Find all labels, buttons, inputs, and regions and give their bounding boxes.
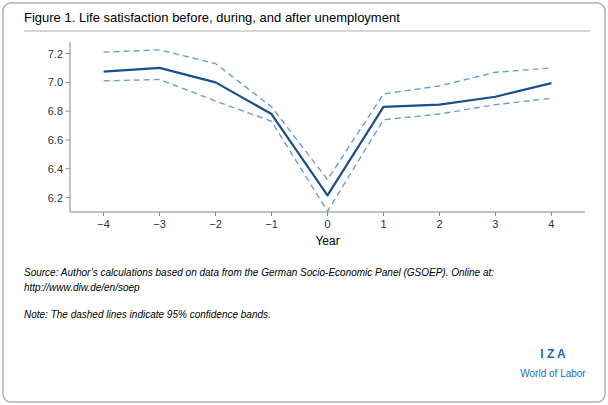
x-tick-label: −2 xyxy=(209,218,222,230)
title-rule xyxy=(24,31,590,32)
axes: −4 −3 −2 −1 0 1 2 3 4 6.2 6.4 6.6 6.8 7.0 7.2 xyxy=(48,42,585,230)
x-tick xyxy=(327,212,328,216)
y-tick-label: 6.4 xyxy=(48,163,63,175)
x-tick xyxy=(215,212,216,216)
x-tick-label: 3 xyxy=(492,218,498,230)
note: Note: The dashed lines indicate 95% conf… xyxy=(24,309,271,320)
y-tick xyxy=(66,168,70,169)
title: Figure 1. Life satisfaction before, duri… xyxy=(24,10,400,25)
x-tick-label: 0 xyxy=(324,218,330,230)
publisher-sub: World of Labor xyxy=(520,368,586,379)
chart: Figure 1. Life satisfaction before, duri… xyxy=(0,0,608,405)
source-url: http://www.diw.de/en/soep xyxy=(24,282,140,293)
main-line xyxy=(104,68,552,196)
publisher: I Z A xyxy=(540,347,566,361)
y-tick xyxy=(66,82,70,83)
x-tick-label: 1 xyxy=(380,218,386,230)
x-tick-label: −1 xyxy=(265,218,278,230)
y-tick xyxy=(66,197,70,198)
y-tick xyxy=(66,139,70,140)
x-tick-label: 4 xyxy=(548,218,554,230)
y-tick-label: 6.6 xyxy=(48,134,63,146)
border xyxy=(3,3,605,402)
y-tick xyxy=(66,53,70,54)
x-tick xyxy=(439,212,440,216)
x-tick xyxy=(103,212,104,216)
source: Source: Author’s calculations based on d… xyxy=(24,267,494,278)
x-tick-label: −4 xyxy=(97,218,110,230)
y-axis-line xyxy=(70,42,71,212)
y-tick-label: 7.2 xyxy=(48,48,63,60)
y-tick-label: 7.0 xyxy=(48,76,63,88)
y-tick-label: 6.8 xyxy=(48,105,63,117)
x-axis-label: Year xyxy=(315,234,339,248)
ci-line xyxy=(104,50,552,180)
x-tick xyxy=(159,212,160,216)
x-tick-label: 2 xyxy=(436,218,442,230)
x-tick xyxy=(383,212,384,216)
x-tick xyxy=(495,212,496,216)
y-tick xyxy=(66,111,70,112)
y-tick-label: 6.2 xyxy=(48,192,63,204)
x-tick xyxy=(271,212,272,216)
plot-area xyxy=(104,50,552,211)
x-tick-label: −3 xyxy=(153,218,166,230)
x-tick xyxy=(551,212,552,216)
